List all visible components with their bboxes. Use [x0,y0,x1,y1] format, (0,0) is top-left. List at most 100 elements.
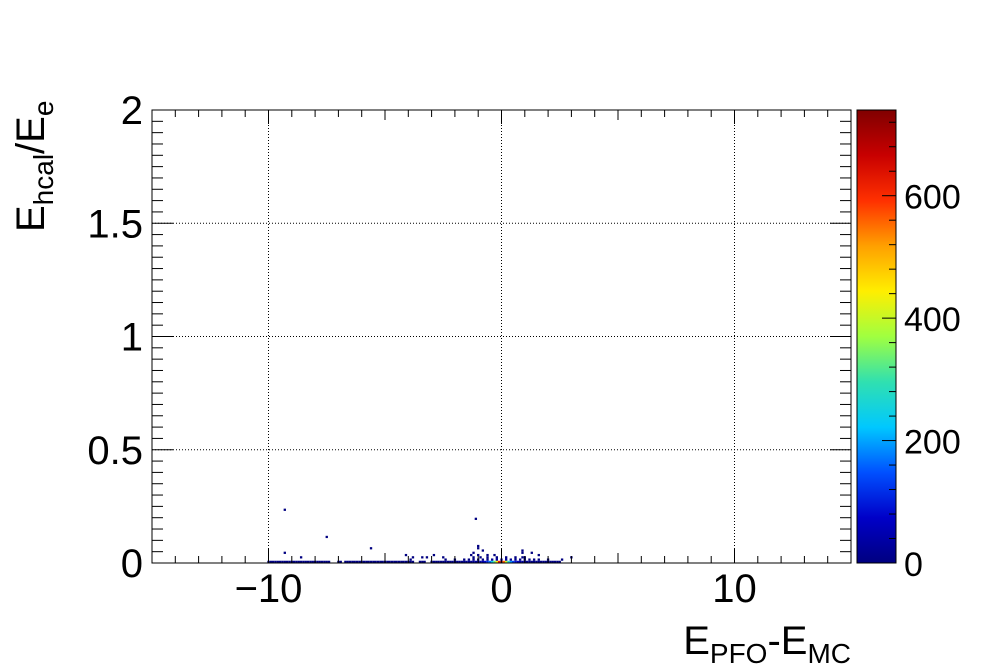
heatmap-cell [358,560,361,563]
colorbar [857,110,896,563]
heatmap-cell [479,556,482,559]
heatmap-cell [393,560,396,563]
heatmap-cell [521,560,524,563]
heatmap-cell [418,560,422,563]
heatmap-cell [530,560,533,563]
colorbar-tick-label: 600 [904,179,961,217]
heatmap-cell [400,560,403,563]
heatmap-cell [521,556,524,559]
heatmap-cell [395,560,398,563]
grid-lines [152,110,851,563]
heatmap-cell [484,560,487,563]
heatmap-cell [318,560,321,563]
heatmap-cell [481,549,485,552]
heatmap-cell [278,560,282,563]
heatmap-cell [560,558,564,561]
heatmap-cell [537,558,540,561]
heatmap-cell [376,560,380,563]
heatmap-cell [518,558,522,561]
heatmap-cell [304,560,307,563]
heatmap-cell [374,560,377,563]
heatmap-cell [505,558,508,561]
colorbar-tick-label: 200 [904,424,961,462]
heatmap-cell [477,544,480,548]
heatmap-cell [283,551,286,554]
heatmap-cell [446,560,450,563]
heatmap-cell [311,560,314,563]
heatmap-cell [365,560,368,563]
heatmap-cell [551,560,554,563]
heatmap-cell [281,560,284,563]
heatmap-cell [553,560,557,563]
heatmap-cell [348,560,352,563]
colorbar-tick-label: 0 [904,546,923,584]
heatmap-cell [320,560,324,563]
heatmap-cell [423,560,426,563]
heatmap-cell [486,558,489,561]
heatmap-cell [495,558,498,561]
colorbar-frame [856,109,897,564]
x-axis-label: EPFO-EMC [683,619,851,669]
heatmap-cell [463,560,466,563]
heatmap-cell [518,560,522,563]
heatmap-cell [351,560,354,563]
heatmap-cell [402,560,405,563]
heatmap-cell [276,560,279,563]
heatmap-cell [381,560,384,563]
heatmap-cell [344,560,347,563]
heatmap-cell [339,560,342,563]
heatmap-cell [386,560,389,563]
heatmap-cell [472,560,475,563]
heatmap-cell [346,560,349,563]
heatmap-cell [467,558,471,561]
heatmap-cell [316,560,319,563]
heatmap-cell [444,558,447,561]
heatmap-cell [397,560,401,563]
heatmap-cell [458,560,461,563]
heatmap-cell [549,560,552,563]
heatmap-cell [369,547,373,550]
heatmap-cell [271,560,275,563]
heatmap-cell [409,560,412,563]
heatmap-cell [449,560,452,563]
heatmap-cell [442,556,445,559]
heatmap-cell [514,560,517,563]
heatmap-cell [283,508,286,511]
heatmap-cell [288,560,291,563]
heatmap-cell [474,560,478,563]
heatmap-cell [535,560,538,563]
heatmap-cell [505,560,508,563]
heatmap-cell [465,560,468,563]
heatmap-cell [323,560,326,563]
heatmap-cell [297,560,300,563]
heatmap-cell [472,558,475,561]
heatmap-cell [439,560,443,563]
x-axis-label-sub2: MC [807,638,851,669]
heatmap-cell [537,553,540,557]
colorbar-ticks [882,121,896,564]
y-axis-label-sub2: e [28,101,59,117]
heatmap-cell [299,560,303,563]
heatmap-cell [302,560,305,563]
x-tick-label: −10 [235,567,303,611]
y-tick-label: 0.5 [87,429,143,473]
heatmap-cell [369,560,373,563]
heatmap-cell [505,556,508,559]
heatmap-cell [509,560,512,563]
heatmap-cell [486,556,489,559]
heatmap-cell [507,560,510,563]
heatmap-cell [511,560,515,563]
heatmap-cell [514,558,517,561]
heatmap-cell [432,553,436,557]
x-tick-label: 0 [490,567,512,611]
heatmap-cell [521,549,524,552]
heatmap-cell [486,553,489,557]
heatmap-cell [467,560,471,563]
heatmap-cell [556,560,559,563]
heatmap-cell [306,560,310,563]
heatmap-cell [292,560,296,563]
heatmap-cell [372,560,375,563]
heatmap-cell [442,560,445,563]
heatmap-cell [525,560,529,563]
